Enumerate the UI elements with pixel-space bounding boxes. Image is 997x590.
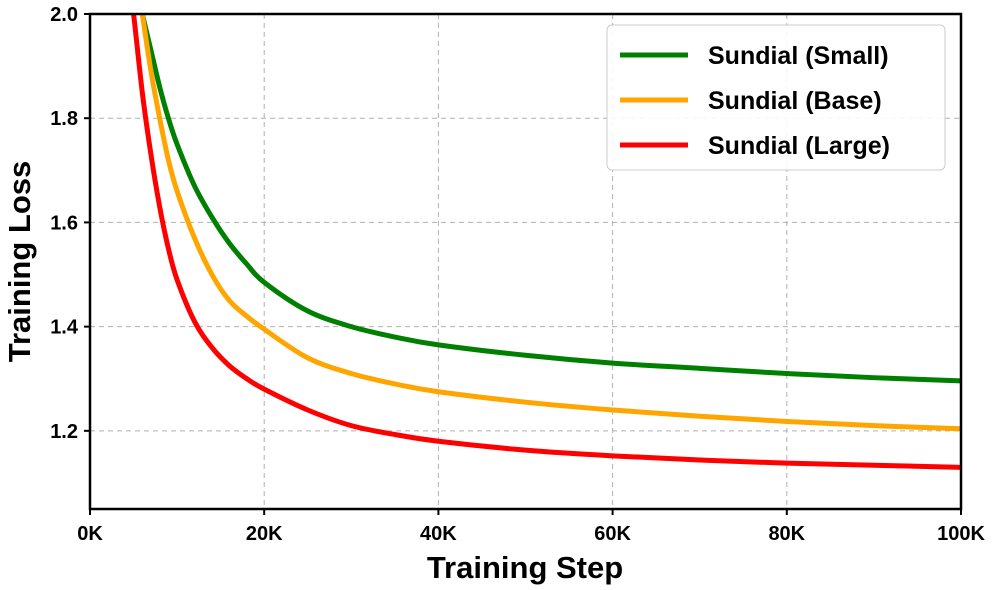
x-tick-label: 40K: [420, 523, 457, 545]
legend-label-sundial-base: Sundial (Base): [708, 87, 882, 115]
y-tick-label: 1.4: [50, 317, 79, 339]
y-axis: 1.2 1.4 1.6 1.8 2.0: [50, 4, 90, 443]
y-tick-label: 2.0: [50, 4, 78, 26]
x-tick-label: 20K: [246, 523, 283, 545]
x-tick-label: 60K: [594, 523, 631, 545]
x-tick-label: 80K: [768, 523, 805, 545]
series-line-sundial-small: [139, 14, 961, 384]
series-group: [131, 14, 961, 470]
series-line-sundial-base: [139, 14, 961, 432]
x-tick-label: 100K: [937, 523, 985, 545]
y-axis-title: Training Loss: [2, 161, 37, 363]
plot-frame: [88, 12, 963, 511]
y-tick-label: 1.8: [50, 108, 78, 130]
y-tick-label: 1.2: [50, 421, 78, 443]
x-tick-label: 0K: [77, 523, 103, 545]
legend-label-sundial-large: Sundial (Large): [708, 132, 890, 160]
legend-label-sundial-small: Sundial (Small): [708, 42, 889, 70]
y-tick-label: 1.6: [50, 212, 78, 234]
legend-frame: [606, 24, 946, 171]
series-line-sundial-large: [131, 14, 961, 470]
x-axis: 0K 20K 40K 60K 80K 100K: [77, 509, 985, 545]
x-axis-title: Training Step: [427, 550, 623, 585]
legend: Sundial (Small) Sundial (Base) Sundial (La…: [606, 24, 946, 171]
